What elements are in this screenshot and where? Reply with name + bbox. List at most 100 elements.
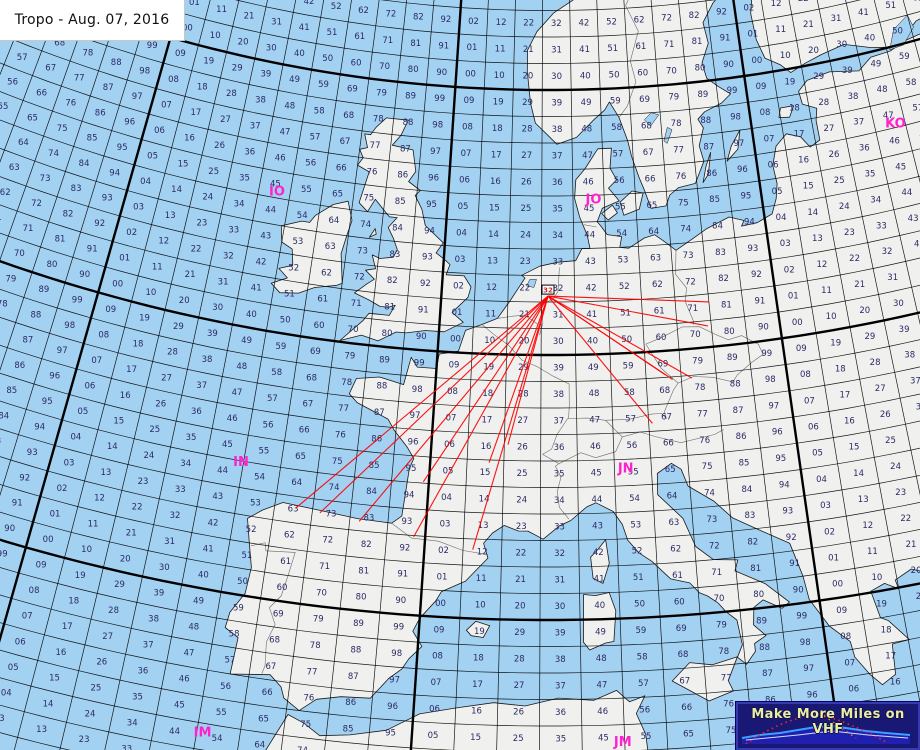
- grid-cell-label: 88: [403, 118, 414, 128]
- grid-cell-label: 67: [340, 137, 351, 147]
- grid-cell-label: 41: [251, 284, 262, 294]
- grid-cell-label: 80: [356, 593, 367, 603]
- grid-cell-label: 65: [665, 465, 676, 475]
- grid-cell-label: 36: [916, 403, 920, 413]
- grid-cell-label: 23: [79, 735, 90, 745]
- grid-cell-label: 06: [768, 161, 779, 171]
- grid-cell-label: 89: [353, 619, 364, 629]
- grid-cell-label: 79: [313, 615, 324, 625]
- grid-cell-label: 24: [85, 709, 96, 719]
- grid-cell-label: 23: [138, 477, 149, 487]
- grid-cell-label: 70: [666, 66, 677, 76]
- grid-cell-label: 91: [418, 306, 429, 316]
- grid-cell-label: 34: [180, 459, 191, 469]
- grid-cell-label: 43: [260, 232, 271, 242]
- grid-cell-label: 08: [29, 586, 40, 596]
- grid-cell-label: 62: [670, 545, 681, 555]
- grid-cell-label: 99: [147, 41, 158, 51]
- grid-cell-label: 57: [224, 656, 235, 666]
- grid-cell-label: 82: [63, 209, 74, 219]
- grid-cell-label: 33: [121, 744, 132, 750]
- grid-cell-label: 11: [775, 25, 786, 35]
- tropo-path-JN78: [547, 295, 693, 379]
- grid-cell-label: 37: [555, 681, 566, 691]
- grid-cell-label: 37: [143, 641, 154, 651]
- grid-cell-label: 77: [74, 74, 85, 84]
- grid-cell-label: 58: [624, 388, 635, 398]
- grid-cell-label: 37: [853, 118, 864, 128]
- grid-cell-label: 92: [420, 279, 431, 289]
- field-label-KO: KO: [885, 117, 906, 132]
- grid-cell-label: 47: [589, 416, 600, 426]
- grid-cell-label: 25: [208, 167, 219, 177]
- grid-cell-label: 92: [399, 543, 410, 553]
- grid-cell-label: 25: [90, 684, 101, 694]
- grid-cell-label: 87: [762, 669, 773, 679]
- grid-cell-label: 96: [737, 165, 748, 175]
- grid-cell-label: 07: [804, 396, 815, 406]
- grid-cell-label: 76: [335, 431, 346, 441]
- landmass-mallorca: [466, 620, 491, 638]
- grid-cell-label: 51: [607, 44, 618, 54]
- landmass-mainland-europe: [224, 33, 920, 711]
- grid-cell-label: 10: [210, 31, 221, 41]
- grid-cell-label: 27: [161, 374, 172, 384]
- grid-cell-label: 33: [554, 522, 565, 532]
- grid-cell-label: 43: [578, 0, 589, 2]
- grid-cell-label: 23: [895, 488, 906, 498]
- grid-cell-label: 37: [910, 377, 920, 387]
- grid-cell-label: 12: [486, 283, 497, 293]
- grid-cell-label: 09: [105, 305, 116, 315]
- grid-cell-label: 32: [223, 251, 234, 261]
- grid-cell-label: 52: [606, 17, 617, 27]
- grid-cell-label: 43: [592, 522, 603, 532]
- grid-cell-label: 93: [747, 244, 758, 254]
- grid-cell-label: 76: [65, 99, 76, 109]
- grid-cell-label: 08: [760, 108, 771, 118]
- grid-cell-label: 69: [657, 359, 668, 369]
- grid-cell-label: 22: [798, 0, 809, 4]
- grid-cell-label: 52: [246, 525, 257, 535]
- station-marker: [541, 284, 555, 295]
- grid-cell-label: 81: [750, 564, 761, 574]
- grid-cell-label: 97: [389, 675, 400, 685]
- grid-cell-label: 86: [14, 361, 25, 371]
- grid-cell-label: 06: [444, 440, 455, 450]
- grid-cell-label: 71: [319, 562, 330, 572]
- grid-cell-label: 28: [518, 390, 529, 400]
- grid-cell-label: 07: [764, 134, 775, 144]
- grid-cell-label: 31: [553, 310, 564, 320]
- grid-cell-label: 96: [387, 702, 398, 712]
- grid-cell-label: 75: [57, 124, 68, 134]
- grid-cell-label: 99: [414, 358, 425, 368]
- grid-cell-label: 18: [492, 124, 503, 134]
- grid-cell-label: 65: [332, 190, 343, 200]
- grid-cell-label: 96: [124, 117, 135, 127]
- tropo-path-JN12: [472, 295, 549, 550]
- grid-cell-label: 84: [741, 485, 752, 495]
- grid-cell-label: 66: [681, 703, 692, 713]
- grid-cell-label: 88: [30, 310, 41, 320]
- grid-cell-label: 53: [250, 499, 261, 509]
- grid-cell-label: 22: [132, 503, 143, 513]
- grid-cell-label: 22: [900, 514, 911, 524]
- grid-cell-label: 35: [239, 173, 250, 183]
- grid-cell-label: 78: [310, 641, 321, 651]
- grid-cell-label: 19: [139, 314, 150, 324]
- grid-cell-label: 85: [739, 459, 750, 469]
- grid-cell-label: 41: [586, 310, 597, 320]
- grid-cell-label: 31: [218, 277, 229, 287]
- grid-cell-label: 89: [379, 355, 390, 365]
- grid-cell-label: 52: [619, 282, 630, 292]
- grid-cell-label: 40: [198, 570, 209, 580]
- field-label-IO: IO: [269, 184, 285, 199]
- grid-cell-label: 16: [55, 648, 66, 658]
- grid-cell-label: 12: [94, 494, 105, 504]
- grid-cell-label: 06: [429, 705, 440, 715]
- grid-cell-label: 01: [747, 30, 758, 40]
- grid-cell-label: 28: [514, 655, 525, 665]
- grid-cell-label: 07: [161, 100, 172, 110]
- grid-cell-label: 17: [190, 108, 201, 118]
- grid-cell-label: 59: [610, 97, 621, 107]
- grid-cell-label: 63: [650, 254, 661, 264]
